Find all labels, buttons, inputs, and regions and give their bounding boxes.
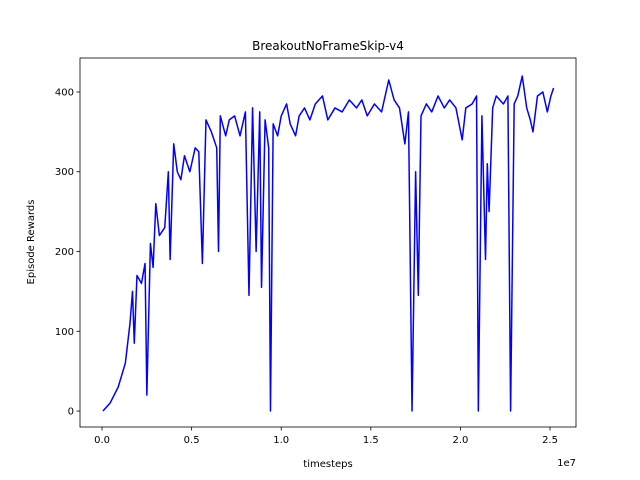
x-tick-label: 0.5	[184, 435, 200, 446]
y-tick-label: 100	[55, 327, 74, 338]
y-axis-label: Episode Rewards	[26, 200, 37, 285]
x-tick-label: 2.0	[452, 435, 468, 446]
x-axis-label: timesteps	[303, 459, 352, 470]
y-tick-label: 300	[55, 167, 74, 178]
line-series	[102, 75, 555, 412]
x-tick-label: 1.5	[363, 435, 379, 446]
x-offset-label: 1e7	[557, 458, 576, 469]
y-tick-label: 400	[55, 87, 74, 98]
chart-title: BreakoutNoFrameSkip-v4	[252, 39, 404, 53]
x-tick-label: 2.5	[542, 435, 558, 446]
x-tick-label: 0.0	[94, 435, 110, 446]
y-tick-label: 0	[68, 407, 74, 418]
y-tick-label: 200	[55, 247, 74, 258]
x-tick-label: 1.0	[273, 435, 289, 446]
axes-frame	[79, 57, 577, 428]
plot-area	[102, 75, 555, 412]
